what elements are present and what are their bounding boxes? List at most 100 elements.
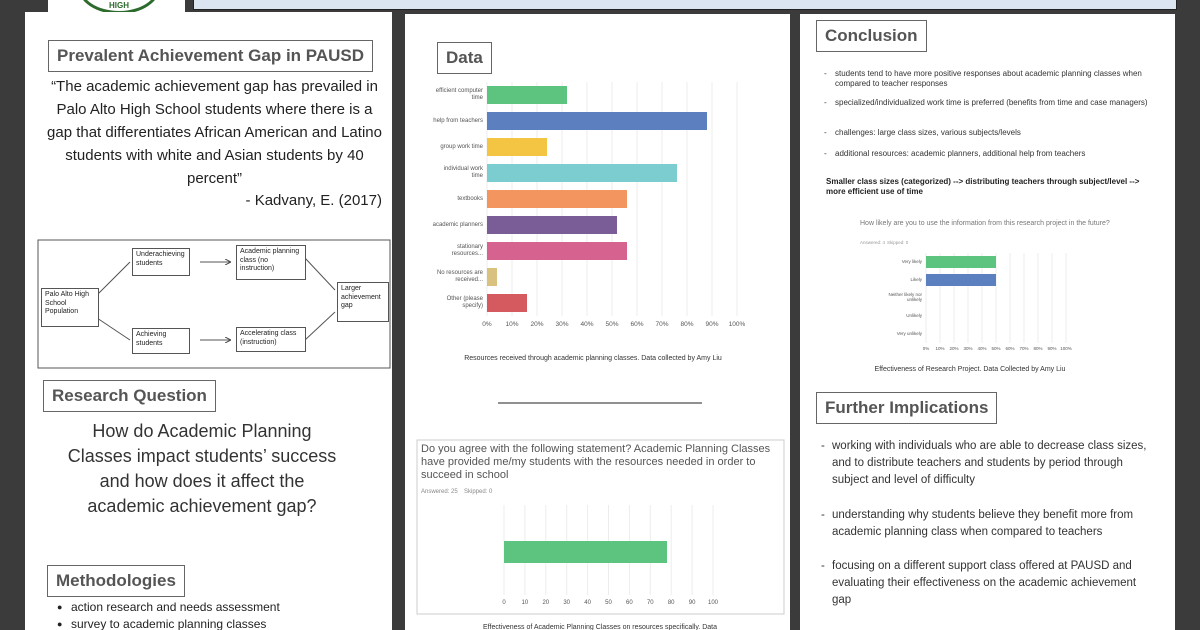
x-tick-label: 50 (605, 600, 612, 606)
skipped: Skipped: 0 (464, 489, 493, 495)
category-label: academic planners (432, 221, 483, 228)
x-tick-label: 40% (977, 346, 987, 351)
category-label: Unlikely (906, 312, 922, 318)
x-tick-label: 40 (584, 600, 591, 606)
skipped: Skipped: 0 (887, 240, 909, 245)
diagram-node: Palo Alto High School Population (41, 288, 99, 327)
survey-question: Do you agree with the following statemen… (421, 443, 771, 481)
survey-frame (416, 439, 785, 615)
x-tick-label: 10 (521, 600, 529, 606)
conclusion-item: specialized/individualized work time is … (824, 98, 1160, 108)
method-item: action research and needs assessment (57, 600, 280, 614)
x-tick-label: 20% (530, 321, 544, 328)
bar (487, 190, 627, 208)
x-tick-label: 60% (1005, 346, 1015, 351)
x-tick-label: 60% (630, 321, 644, 328)
x-tick-label: 0% (482, 321, 492, 328)
x-tick-label: 30% (555, 321, 569, 328)
category-label: textbooks (457, 195, 483, 202)
x-tick-label: 10% (935, 346, 945, 351)
x-tick-label: 20% (949, 346, 959, 351)
x-tick-label: 50% (605, 321, 619, 328)
x-tick-label: 80 (667, 600, 675, 606)
category-label: No resources are received... (436, 270, 483, 283)
diagram-frame (37, 239, 391, 369)
x-tick-label: 60 (626, 600, 633, 606)
citation: - Kadvany, E. (2017) (245, 192, 382, 209)
section-heading: Research Question (43, 380, 216, 412)
answered: Answered: 4 (860, 240, 886, 245)
section-heading: Conclusion (816, 20, 927, 52)
section-heading: Further Implications (816, 392, 998, 424)
diagram-node: Accelerating class (instruction) (236, 327, 306, 352)
bar (487, 294, 527, 312)
x-tick-label: 90 (688, 600, 696, 606)
category-label: Other (please specify) (446, 296, 483, 309)
category-label: efficient computer time (435, 88, 483, 101)
x-tick-label: 10% (505, 321, 519, 328)
diagram-node: Underachieving students (132, 248, 190, 276)
x-tick-label: 70% (1019, 346, 1029, 351)
research-question: How do Academic Planning Classes impact … (67, 421, 337, 516)
method-item: survey to academic planning classes (57, 617, 266, 630)
implication-item: understanding why students believe they … (821, 507, 1152, 541)
x-tick-label: 50% (991, 346, 1001, 351)
bar (487, 268, 497, 286)
summary: Smaller class sizes (categorized) --> di… (826, 177, 1140, 196)
diagram-node: Academic planning class (no instruction) (236, 245, 306, 280)
category-label: Very likely (901, 258, 922, 264)
category-label: Likely (910, 276, 922, 282)
x-tick-label: 20 (542, 600, 550, 606)
logo-box: HIGH (48, 0, 185, 12)
x-tick-label: 90% (1047, 346, 1057, 351)
bar (487, 86, 567, 104)
x-tick-label: 0% (922, 346, 930, 351)
category-label: Neither likely nor unlikely (888, 292, 922, 302)
diagram-node: Larger achievement gap (337, 282, 389, 322)
bar (926, 274, 996, 286)
category-label: Very unlikely (896, 330, 922, 336)
category-label: stationary resources... (451, 244, 483, 257)
x-tick-label: 70% (655, 321, 669, 328)
logo-text: HIGH (109, 1, 129, 10)
conclusion-item: additional resources: academic planners,… (824, 149, 1160, 159)
x-tick-label: 100 (707, 600, 718, 606)
section-heading: Methodologies (47, 565, 185, 597)
category-label: help from teachers (433, 117, 483, 124)
section-heading: Prevalent Achievement Gap in PAUSD (48, 40, 374, 72)
x-tick-label: 30% (963, 346, 973, 351)
x-tick-label: 80% (1033, 346, 1043, 351)
conclusion-item: challenges: large class sizes, various s… (824, 128, 1160, 138)
chart-caption: Resources received through academic plan… (464, 355, 722, 362)
bar (504, 541, 668, 563)
diagram-node: Achieving students (132, 328, 190, 354)
implication-item: working with individuals who are able to… (821, 438, 1152, 489)
bar (487, 112, 707, 130)
x-tick-label: 30 (563, 600, 571, 606)
x-tick-label: 80% (680, 321, 694, 328)
chart-caption: Effectiveness of Academic Planning Class… (483, 624, 717, 630)
category-label: individual work time (443, 166, 483, 179)
x-tick-label: 70 (646, 600, 654, 606)
chart-caption: Effectiveness of Research Project. Data … (874, 366, 1066, 373)
conclusion-item: students tend to have more positive resp… (824, 69, 1160, 89)
survey-question: How likely are you to use the informatio… (860, 220, 1110, 227)
bar (487, 242, 627, 260)
bar (487, 216, 617, 234)
section-heading: Data (437, 42, 492, 74)
answered: Answered: 25 (421, 489, 458, 495)
bar (926, 256, 996, 268)
x-tick-label: 40% (580, 321, 594, 328)
implication-item: focusing on a different support class of… (821, 558, 1152, 609)
x-tick-label: 100% (728, 321, 746, 328)
quote: “The academic achievement gap has prevai… (47, 78, 382, 187)
x-tick-label: 0 (502, 600, 506, 606)
header-bar (193, 0, 1177, 10)
bar (487, 138, 547, 156)
bar (487, 164, 677, 182)
x-tick-label: 100% (1060, 346, 1072, 351)
x-tick-label: 90% (705, 321, 719, 328)
category-label: group work time (440, 143, 483, 150)
